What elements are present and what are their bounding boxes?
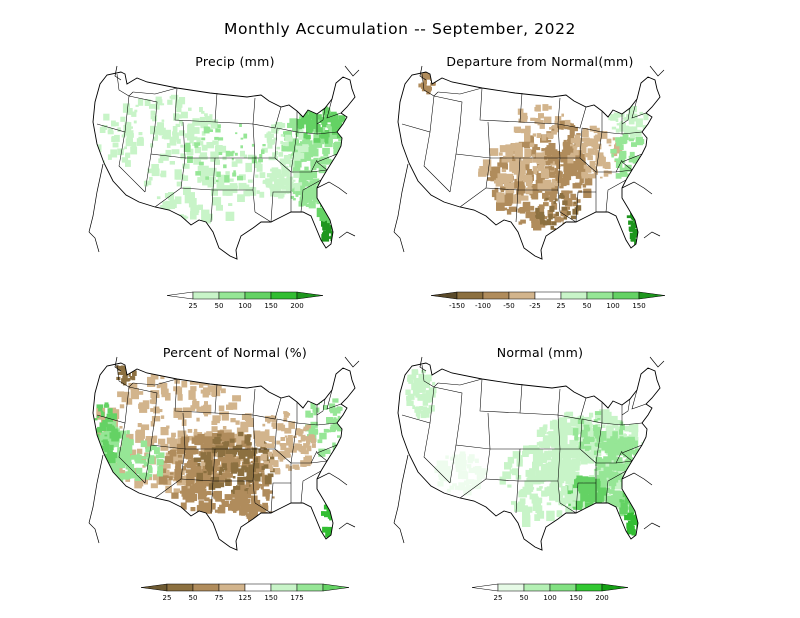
colorbar-tick-label: -100 [475,302,491,310]
colorbar-swatch [192,583,220,592]
colorbar-tick-label: 125 [238,594,251,602]
colorbar-swatch [601,583,629,592]
colorbar-tick-label: 25 [189,302,198,310]
normal-colorbar: 25 50 100 150 200 [445,580,655,608]
colorbar-tick-label: 200 [290,302,303,310]
colorbar-tick-label: 75 [215,594,224,602]
departure-colorbar: -150 -100 -50 -25 25 50 100 150 [398,288,698,316]
colorbar-tick-label: 175 [290,594,303,602]
colorbar-swatch [322,583,350,592]
colorbar-tick-label: 150 [569,594,582,602]
colorbar-swatch [166,583,194,592]
colorbar-tick-label: 200 [595,594,608,602]
colorbar-swatch [586,291,614,300]
panel-title: Percent of Normal (%) [162,345,308,360]
colorbar-swatch [270,583,298,592]
colorbar-swatch [166,291,194,300]
colorbar-swatch [497,583,525,592]
colorbar-swatch [482,291,510,300]
colorbar-tick-label: 150 [632,302,645,310]
panel-percent: Percent of Normal (%) [85,345,385,605]
normal-map [393,356,665,551]
colorbar-tick-label: 50 [583,302,592,310]
colorbar-tick-label: 50 [189,594,198,602]
colorbar-tick-label: 100 [606,302,619,310]
colorbar-swatch [296,291,324,300]
colorbar-tick-label: 100 [543,594,556,602]
colorbar-tick-label: 50 [215,302,224,310]
colorbar-swatch [270,291,298,300]
colorbar-tick-label: -150 [449,302,465,310]
colorbar-tick-label: 150 [264,302,277,310]
panel-title: Precip (mm) [195,54,275,69]
precip-map [88,65,360,260]
percent-map [88,356,360,551]
colorbar-swatch [549,583,577,592]
colorbar-swatch [296,583,324,592]
colorbar-swatch [523,583,551,592]
colorbar-swatch [638,291,666,300]
panel-precip: Precip (mm) [85,54,385,314]
colorbar-tick-label: -25 [529,302,540,310]
colorbar-tick-label: 100 [238,302,251,310]
colorbar-swatch [218,291,246,300]
figure-title: Monthly Accumulation -- September, 2022 [223,20,577,38]
departure-map [393,65,665,260]
colorbar-tick-label: 25 [557,302,566,310]
colorbar-swatch [244,583,272,592]
percent-colorbar: 25 50 75 125 150 175 [125,580,365,608]
panel-departure: Departure from Normal(mm) [390,54,690,314]
panel-normal: Normal (mm) [390,345,690,605]
colorbar-tick-label: 25 [494,594,503,602]
colorbar-swatch [218,583,246,592]
colorbar-swatch [471,583,499,592]
panel-title: Normal (mm) [496,345,584,360]
colorbar-tick-label: -50 [503,302,514,310]
colorbar-swatch [244,291,272,300]
colorbar-swatch [430,291,458,300]
precip-colorbar: 25 50 100 150 200 [140,288,350,316]
colorbar-swatch [140,583,168,592]
colorbar-swatch [612,291,640,300]
colorbar-tick-label: 25 [163,594,172,602]
colorbar-tick-label: 50 [520,594,529,602]
colorbar-swatch [534,291,562,300]
panel-title: Departure from Normal(mm) [446,54,634,69]
colorbar-swatch [560,291,588,300]
colorbar-swatch [575,583,603,592]
colorbar-swatch [192,291,220,300]
colorbar-tick-label: 150 [264,594,277,602]
colorbar-swatch [508,291,536,300]
colorbar-swatch [456,291,484,300]
